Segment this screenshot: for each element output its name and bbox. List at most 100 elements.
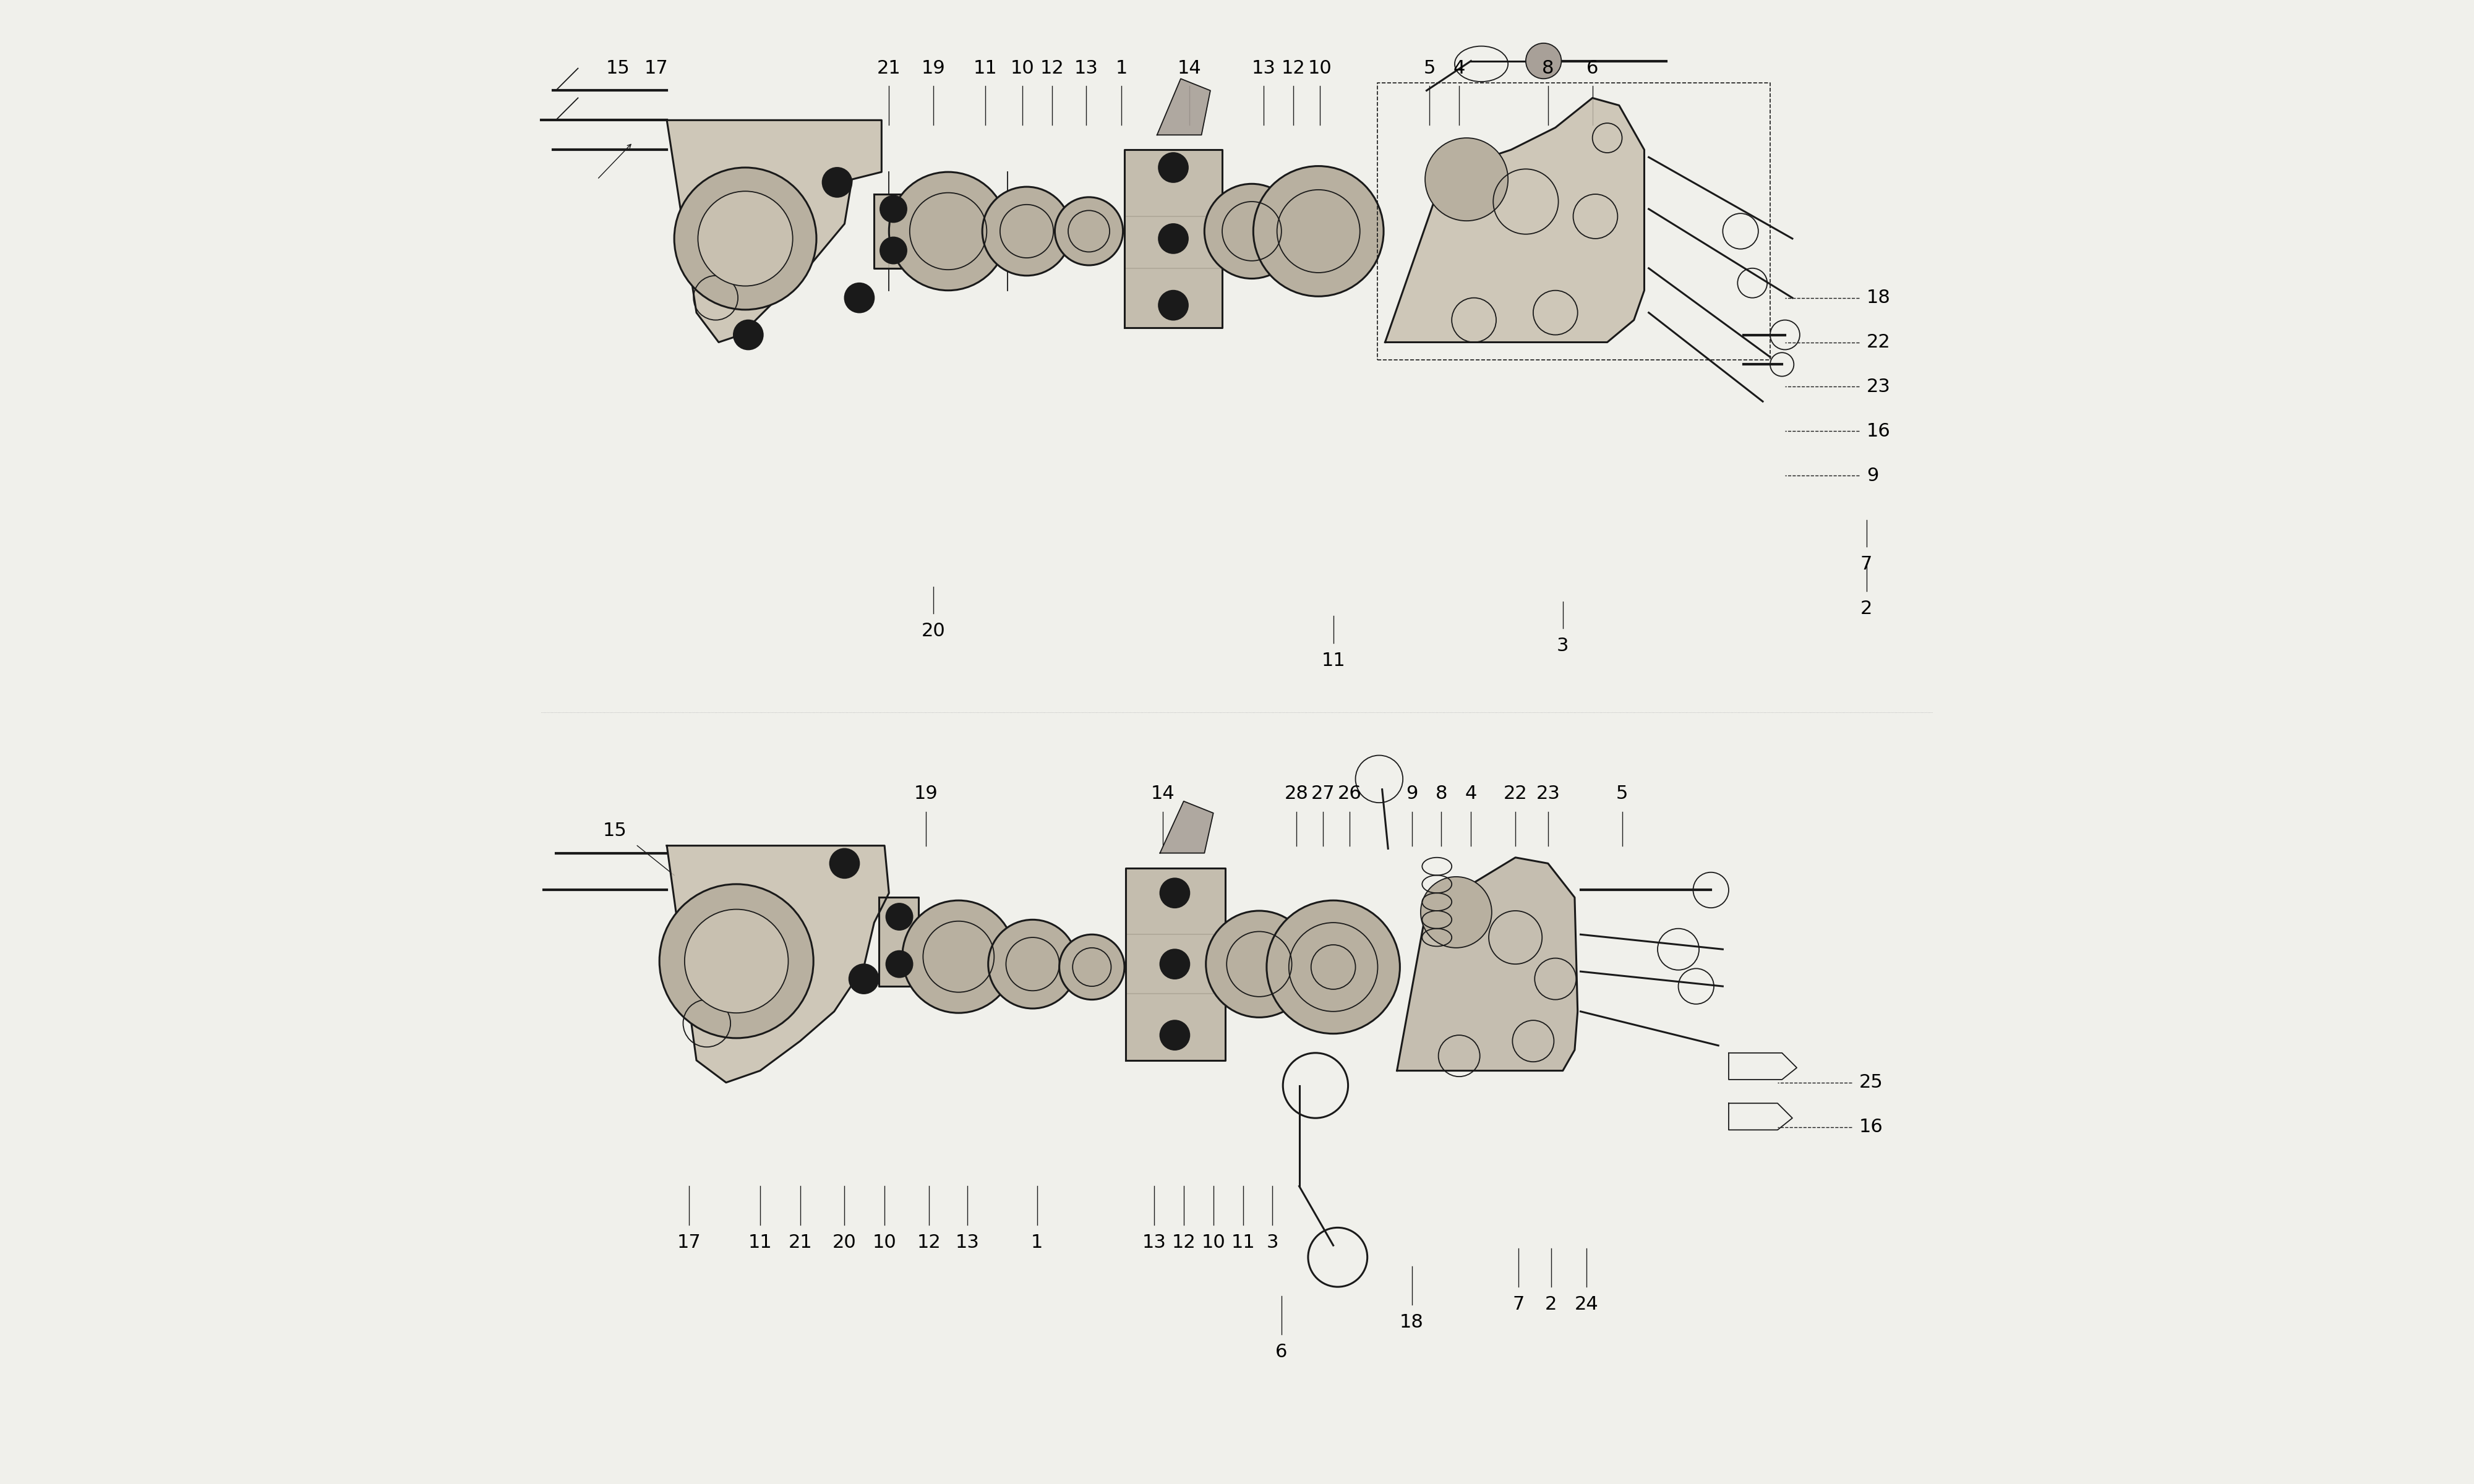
Text: 3: 3	[1267, 1233, 1279, 1251]
Text: 15: 15	[606, 59, 631, 77]
Text: 9: 9	[1405, 785, 1418, 803]
Ellipse shape	[1205, 184, 1299, 279]
Text: 22: 22	[1865, 334, 1890, 352]
Ellipse shape	[903, 901, 1014, 1014]
Ellipse shape	[661, 884, 814, 1039]
Ellipse shape	[675, 168, 816, 310]
Text: 10: 10	[1009, 59, 1034, 77]
Text: 13: 13	[1252, 59, 1277, 77]
Ellipse shape	[1059, 935, 1126, 1000]
Ellipse shape	[1158, 224, 1188, 254]
Text: 9: 9	[1865, 466, 1878, 484]
Polygon shape	[1126, 868, 1225, 1061]
Text: 14: 14	[1178, 59, 1202, 77]
Text: 3: 3	[1556, 637, 1569, 654]
Ellipse shape	[1158, 153, 1188, 183]
Polygon shape	[873, 194, 910, 269]
Text: 2: 2	[1860, 600, 1873, 617]
Text: 20: 20	[920, 622, 945, 640]
Text: 5: 5	[1423, 59, 1435, 77]
Ellipse shape	[844, 283, 873, 313]
Text: 28: 28	[1284, 785, 1309, 803]
Text: 25: 25	[1858, 1073, 1883, 1092]
Text: 10: 10	[873, 1233, 896, 1251]
Text: 23: 23	[1865, 378, 1890, 396]
Ellipse shape	[982, 187, 1071, 276]
Ellipse shape	[849, 965, 878, 994]
Text: 26: 26	[1338, 785, 1361, 803]
Text: 12: 12	[918, 1233, 940, 1251]
Ellipse shape	[698, 191, 792, 286]
Text: 6: 6	[1586, 59, 1598, 77]
Ellipse shape	[732, 321, 762, 350]
Text: 11: 11	[1232, 1233, 1254, 1251]
Text: 18: 18	[1400, 1313, 1423, 1331]
Text: 13: 13	[1143, 1233, 1165, 1251]
Polygon shape	[1385, 98, 1645, 343]
Text: 11: 11	[747, 1233, 772, 1251]
Polygon shape	[668, 846, 888, 1082]
Text: 12: 12	[1039, 59, 1064, 77]
Text: 22: 22	[1504, 785, 1526, 803]
Text: 15: 15	[604, 822, 626, 840]
Text: 10: 10	[1202, 1233, 1225, 1251]
Ellipse shape	[1205, 911, 1314, 1018]
Ellipse shape	[1267, 901, 1400, 1034]
Polygon shape	[878, 898, 918, 987]
Text: 7: 7	[1860, 555, 1873, 573]
Ellipse shape	[881, 196, 908, 223]
Ellipse shape	[886, 904, 913, 930]
Text: 10: 10	[1309, 59, 1331, 77]
Text: 24: 24	[1573, 1296, 1598, 1313]
Text: 8: 8	[1435, 785, 1447, 803]
Text: 21: 21	[789, 1233, 811, 1251]
Text: 13: 13	[955, 1233, 980, 1251]
Polygon shape	[1160, 801, 1212, 853]
Text: 12: 12	[1282, 59, 1306, 77]
Text: 16: 16	[1858, 1117, 1883, 1135]
Text: 4: 4	[1465, 785, 1477, 803]
Text: 13: 13	[1074, 59, 1098, 77]
Ellipse shape	[1054, 197, 1123, 266]
Ellipse shape	[685, 910, 789, 1014]
Text: 18: 18	[1865, 289, 1890, 307]
Ellipse shape	[1158, 291, 1188, 321]
Ellipse shape	[1160, 950, 1190, 979]
Text: 23: 23	[1536, 785, 1561, 803]
Ellipse shape	[1425, 138, 1509, 221]
Ellipse shape	[1526, 43, 1561, 79]
Ellipse shape	[1254, 166, 1383, 297]
Text: 16: 16	[1865, 421, 1890, 441]
Text: 1: 1	[1116, 59, 1128, 77]
Text: 20: 20	[834, 1233, 856, 1251]
Text: 11: 11	[1321, 651, 1346, 669]
Text: 4: 4	[1452, 59, 1465, 77]
Text: 14: 14	[1150, 785, 1175, 803]
Ellipse shape	[987, 920, 1076, 1009]
Text: 19: 19	[920, 59, 945, 77]
Text: 19: 19	[913, 785, 938, 803]
Polygon shape	[668, 120, 881, 343]
Polygon shape	[1158, 79, 1210, 135]
Text: 17: 17	[646, 59, 668, 77]
Text: 11: 11	[972, 59, 997, 77]
Ellipse shape	[881, 237, 908, 264]
Ellipse shape	[821, 168, 851, 197]
Text: 2: 2	[1544, 1296, 1556, 1313]
Text: 8: 8	[1541, 59, 1554, 77]
Text: 5: 5	[1616, 785, 1628, 803]
Text: 12: 12	[1173, 1233, 1195, 1251]
Ellipse shape	[1160, 1021, 1190, 1051]
Polygon shape	[1398, 858, 1578, 1070]
Ellipse shape	[829, 849, 858, 879]
Text: 17: 17	[678, 1233, 700, 1251]
Text: 7: 7	[1512, 1296, 1524, 1313]
Ellipse shape	[1420, 877, 1492, 948]
Text: 6: 6	[1277, 1343, 1286, 1361]
Ellipse shape	[888, 172, 1007, 291]
Text: 21: 21	[876, 59, 901, 77]
Text: 27: 27	[1311, 785, 1336, 803]
Ellipse shape	[886, 951, 913, 978]
Ellipse shape	[1160, 879, 1190, 908]
Text: 1: 1	[1032, 1233, 1044, 1251]
